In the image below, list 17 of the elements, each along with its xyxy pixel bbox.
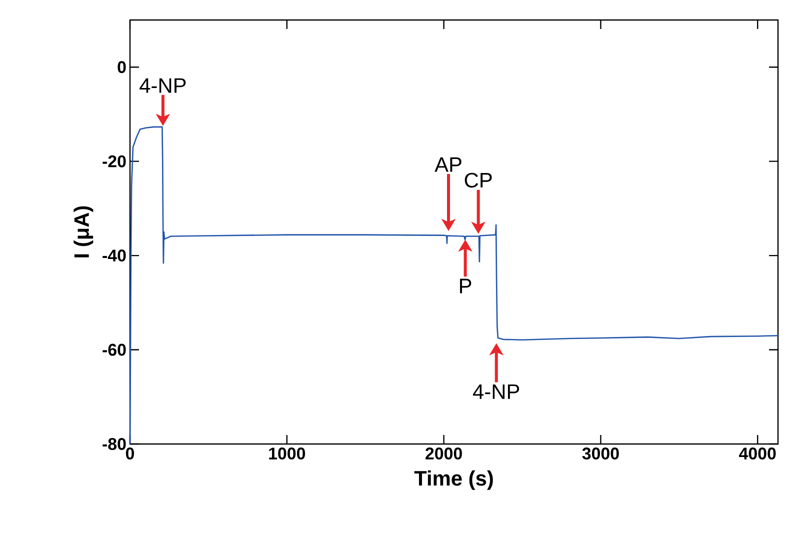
x-tick-label: 0 bbox=[126, 448, 134, 460]
annotation: 4-NP bbox=[140, 78, 186, 93]
y-tick-label: -40 bbox=[102, 250, 126, 262]
x-tick-label: 3000 bbox=[582, 448, 619, 460]
annotation: CP bbox=[464, 172, 492, 188]
y-axis-title: I (μA) bbox=[74, 206, 94, 258]
annotation: 4-NP bbox=[473, 384, 520, 399]
x-axis-title: Time (s) bbox=[414, 470, 493, 490]
y-tick-label: -20 bbox=[102, 155, 126, 168]
y-tick-label: 0 bbox=[118, 61, 126, 74]
x-tick-label: 4000 bbox=[739, 448, 776, 460]
x-tick-label: 2000 bbox=[426, 448, 462, 460]
annotation: AP bbox=[434, 157, 462, 172]
y-tick-label: -80 bbox=[102, 438, 126, 450]
x-tick-label: 1000 bbox=[269, 448, 306, 460]
y-tick-label: -60 bbox=[102, 344, 126, 356]
annotation: P bbox=[460, 278, 472, 294]
